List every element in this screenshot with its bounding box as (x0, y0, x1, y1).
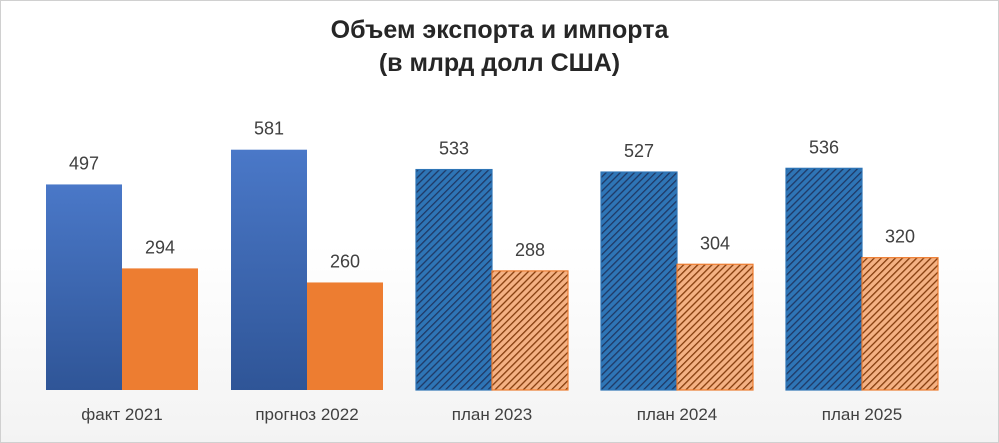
x-tick-label-3: план 2024 (637, 405, 718, 424)
bar-series2-1 (307, 282, 383, 390)
data-label-series2-2: 288 (515, 240, 545, 260)
data-label-series2-3: 304 (700, 233, 730, 253)
x-tick-label-1: прогноз 2022 (255, 405, 358, 424)
bar-series2-3 (676, 263, 754, 391)
data-label-series2-4: 320 (885, 227, 915, 247)
data-label-series2-0: 294 (145, 237, 175, 257)
bar-series2-0 (122, 268, 198, 390)
x-tick-label-2: план 2023 (452, 405, 533, 424)
data-label-series1-4: 536 (809, 137, 839, 157)
data-label-series1-3: 527 (624, 141, 654, 161)
chart-title: Объем экспорта и импорта (в млрд долл СШ… (0, 14, 999, 80)
data-label-series1-2: 533 (439, 139, 469, 159)
x-tick-label-4: план 2025 (822, 405, 903, 424)
x-tick-label-0: факт 2021 (81, 405, 162, 424)
bar-series2-2 (491, 270, 569, 391)
chart-title-line-1: Объем экспорта и импорта (330, 16, 669, 44)
data-label-series1-0: 497 (69, 153, 99, 173)
data-label-series1-1: 581 (254, 119, 284, 139)
bar-series1-3 (600, 171, 678, 391)
bar-series1-1 (231, 149, 307, 390)
data-label-series2-1: 260 (330, 251, 360, 271)
bar-series2-4 (861, 257, 939, 391)
bar-series1-4 (785, 167, 863, 391)
bar-series1-2 (415, 168, 493, 391)
bar-series1-0 (46, 184, 122, 390)
chart-title-line-2: (в млрд долл США) (378, 49, 621, 77)
